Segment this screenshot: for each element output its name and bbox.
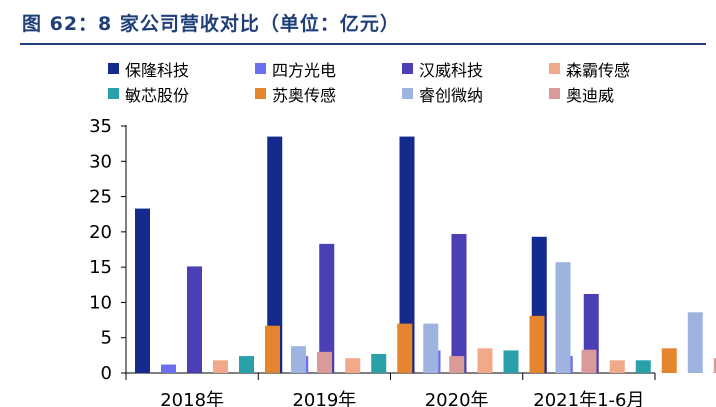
- bar: [449, 356, 465, 373]
- y-tick-label: 10: [89, 292, 112, 313]
- bar: [187, 266, 202, 373]
- bar: [451, 233, 467, 373]
- bar: [581, 349, 597, 373]
- y-tick-label: 35: [89, 116, 112, 137]
- legend-item: 奥迪威: [549, 82, 696, 106]
- y-tick-label: 0: [101, 363, 112, 384]
- y-tick-label: 15: [89, 257, 112, 278]
- title-divider: [20, 43, 706, 45]
- bar: [291, 346, 306, 373]
- legend-item: 保隆科技: [108, 57, 255, 81]
- y-tick-label: 20: [89, 222, 112, 243]
- bar: [399, 136, 415, 373]
- legend-swatch: [549, 63, 560, 74]
- bar: [713, 358, 716, 373]
- legend-swatch: [108, 63, 119, 74]
- bar: [555, 262, 571, 373]
- bar: [267, 136, 283, 373]
- bar: [319, 243, 335, 373]
- legend-swatch: [549, 88, 560, 99]
- bar: [423, 323, 439, 373]
- bar: [397, 323, 413, 373]
- figure-title: 图 62：8 家公司营收对比（单位：亿元）: [22, 13, 400, 35]
- legend-swatch: [255, 88, 266, 99]
- legend-label: 汉威科技: [419, 60, 484, 80]
- legend-item: 睿创微纳: [402, 82, 549, 106]
- bar: [503, 350, 519, 373]
- x-tick-label: 2018年: [160, 390, 224, 407]
- bar: [213, 360, 228, 373]
- bar: [529, 315, 545, 373]
- bar: [265, 325, 280, 373]
- legend-row: 保隆科技 四方光电 汉威科技 森霸传感: [108, 56, 698, 81]
- bar: [135, 208, 150, 373]
- bar: [161, 364, 176, 373]
- legend-label: 苏奥传感: [272, 85, 337, 105]
- legend-swatch: [255, 63, 266, 74]
- legend-row: 敏芯股份 苏奥传感 睿创微纳 奥迪威: [108, 81, 698, 106]
- y-tick-label: 25: [89, 187, 112, 208]
- x-tick-label: 2019年: [292, 390, 356, 407]
- legend-label: 睿创微纳: [419, 85, 484, 105]
- legend-item: 敏芯股份: [108, 82, 255, 106]
- x-tick-label: 2021年1-6月: [533, 390, 644, 407]
- bar: [609, 360, 625, 373]
- legend-swatch: [402, 88, 413, 99]
- y-tick-label: 5: [101, 328, 112, 349]
- x-tick-label: 2020年: [425, 390, 489, 407]
- legend-label: 敏芯股份: [125, 85, 190, 105]
- bar: [661, 348, 677, 373]
- bar: [345, 358, 361, 373]
- bar: [239, 356, 254, 373]
- legend-item: 汉威科技: [402, 57, 549, 81]
- legend-label: 森霸传感: [566, 60, 631, 80]
- y-tick-label: 30: [89, 151, 112, 172]
- legend-label: 四方光电: [272, 60, 337, 80]
- bar: [317, 351, 332, 373]
- legend-item: 苏奥传感: [255, 82, 402, 106]
- bar: [635, 360, 651, 373]
- legend-label: 奥迪威: [566, 85, 615, 105]
- legend-swatch: [402, 63, 413, 74]
- bar: [687, 312, 703, 373]
- legend-label: 保隆科技: [125, 60, 190, 80]
- bar: [477, 348, 493, 373]
- legend-item: 四方光电: [255, 57, 402, 81]
- bar: [371, 353, 387, 373]
- chart-legend: 保隆科技 四方光电 汉威科技 森霸传感敏芯股份 苏奥传感 睿创微纳 奥迪威: [108, 56, 698, 106]
- legend-item: 森霸传感: [549, 57, 696, 81]
- legend-swatch: [108, 88, 119, 99]
